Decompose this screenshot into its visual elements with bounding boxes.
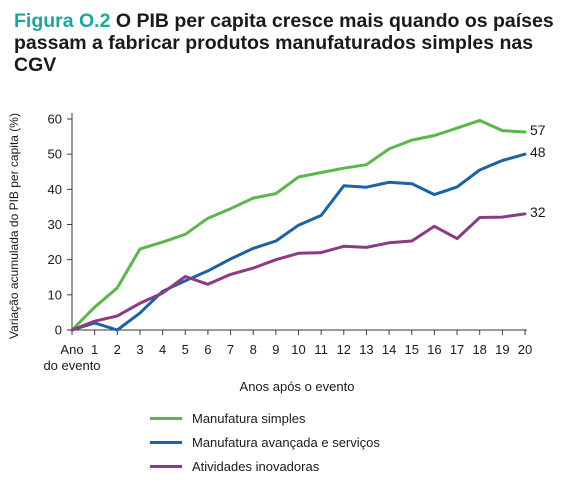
x-tick-label: 20	[518, 342, 532, 357]
y-tick-label: 40	[48, 182, 62, 197]
end-label-manufatura-simples: 57	[530, 122, 546, 138]
figure-title-text: O PIB per capita cresce mais quando os p…	[14, 10, 554, 76]
x-tick-label: 7	[227, 342, 234, 357]
series-line-manufatura-simples	[70, 118, 527, 332]
x-tick-label: 17	[450, 342, 464, 357]
x-tick-label: 19	[495, 342, 509, 357]
x-tick-label: 12	[337, 342, 351, 357]
x-tick-label: 9	[272, 342, 279, 357]
x-tick-label: 11	[314, 342, 328, 357]
end-label-manufatura-avancada-e-servicos: 48	[530, 144, 546, 160]
x-tick-label: 1	[91, 342, 98, 357]
legend-item-manufatura-simples: Manufatura simples	[150, 406, 380, 430]
legend-swatch	[150, 464, 182, 468]
legend-item-manufatura-avancada: Manufatura avançada e serviços	[150, 430, 380, 454]
figure-title: Figura O.2 O PIB per capita cresce mais …	[14, 10, 569, 76]
chart-legend: Manufatura simples Manufatura avançada e…	[150, 406, 380, 478]
end-label-atividades-inovadoras: 32	[530, 204, 546, 220]
series-line-manufatura-avancada-e-servicos	[70, 152, 527, 332]
x-tick-label: 6	[204, 342, 211, 357]
y-tick-label: 10	[48, 287, 62, 302]
x-tick-label: 16	[427, 342, 441, 357]
x-tick-label: 5	[182, 342, 189, 357]
series-line-atividades-inovadoras	[70, 212, 527, 332]
y-tick-label: 30	[48, 217, 62, 232]
y-tick-label: 60	[48, 112, 62, 127]
figure-label: Figura O.2	[14, 10, 111, 32]
x-tick-label: 13	[359, 342, 373, 357]
chart-series	[70, 118, 527, 332]
legend-label: Atividades inovadoras	[192, 458, 320, 474]
x-tick-sublabel: do evento	[43, 358, 100, 373]
x-tick-label: 8	[250, 342, 257, 357]
x-tick-label: 10	[291, 342, 305, 357]
x-tick-label: Ano	[60, 342, 83, 357]
x-tick-label: 3	[136, 342, 143, 357]
x-tick-label: 15	[405, 342, 419, 357]
legend-item-atividades-inovadoras: Atividades inovadoras	[150, 454, 380, 478]
legend-label: Manufatura avançada e serviços	[192, 434, 380, 450]
legend-swatch	[150, 440, 182, 444]
x-axis-title: Anos após o evento	[240, 379, 355, 394]
x-tick-label: 4	[159, 342, 166, 357]
y-tick-label: 20	[48, 252, 62, 267]
legend-swatch	[150, 416, 182, 420]
x-tick-label: 2	[114, 342, 121, 357]
y-axis-title: Variação acumulada do PIB per capita (%)	[7, 113, 21, 339]
chart-end-labels: 57 48 32	[530, 122, 546, 220]
y-tick-label: 50	[48, 147, 62, 162]
y-tick-label: 0	[55, 323, 62, 338]
x-tick-label: 14	[382, 342, 396, 357]
legend-label: Manufatura simples	[192, 410, 306, 426]
x-tick-label: 18	[472, 342, 486, 357]
